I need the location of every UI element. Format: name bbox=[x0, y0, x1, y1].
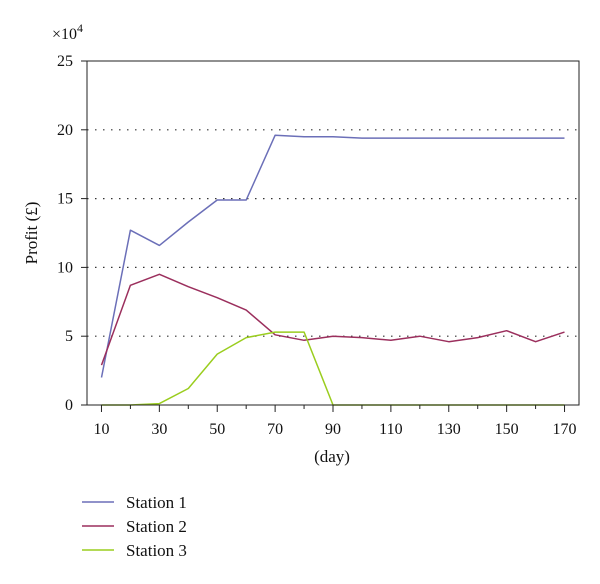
legend-label: Station 3 bbox=[126, 541, 187, 560]
legend: Station 1 Station 2 Station 3 bbox=[82, 493, 187, 560]
y-tick-label: 25 bbox=[57, 53, 73, 70]
x-tick-label: 110 bbox=[379, 421, 402, 438]
series-line-station-1 bbox=[100, 134, 565, 378]
x-tick-label: 130 bbox=[437, 421, 461, 438]
grid-lines bbox=[87, 129, 579, 337]
series-line-station-3 bbox=[101, 331, 565, 406]
series-line-station-2 bbox=[100, 273, 565, 366]
x-axis-label: (day) bbox=[314, 447, 350, 466]
y-tick-label: 20 bbox=[57, 122, 73, 139]
y-axis: 0 5 10 15 20 25 bbox=[57, 53, 87, 414]
x-tick-label: 90 bbox=[325, 421, 341, 438]
x-axis: 10 30 50 70 90 110 130 150 170 bbox=[93, 405, 577, 438]
x-tick-label: 150 bbox=[495, 421, 519, 438]
y-axis-label: Profit (£) bbox=[22, 202, 41, 265]
y-tick-label: 15 bbox=[57, 191, 73, 208]
legend-label: Station 2 bbox=[126, 517, 187, 536]
x-tick-label: 170 bbox=[553, 421, 577, 438]
y-tick-label: 0 bbox=[65, 397, 73, 414]
y-tick-label: 10 bbox=[57, 259, 73, 276]
x-tick-label: 30 bbox=[151, 421, 167, 438]
y-tick-label: 5 bbox=[65, 328, 73, 345]
x-tick-label: 10 bbox=[93, 421, 109, 438]
legend-label: Station 1 bbox=[126, 493, 187, 512]
x-tick-label: 70 bbox=[267, 421, 283, 438]
y-axis-multiplier: ×104 bbox=[52, 21, 83, 43]
x-tick-label: 50 bbox=[209, 421, 225, 438]
plot-frame bbox=[86, 60, 580, 406]
series-lines bbox=[100, 134, 565, 406]
